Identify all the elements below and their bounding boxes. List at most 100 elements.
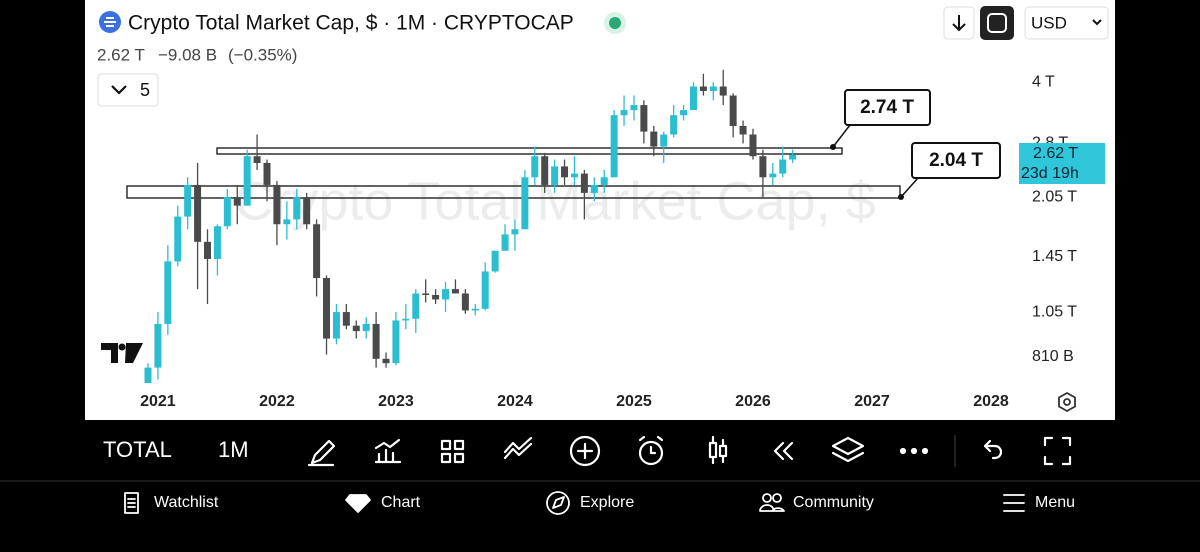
candle-body — [253, 156, 261, 163]
symbol-icon-mark — [104, 17, 116, 27]
currency: USD — [1031, 13, 1067, 32]
community-icon — [762, 493, 772, 503]
candle-body — [313, 224, 321, 279]
candle-body — [570, 173, 578, 178]
community-icon-body — [759, 504, 785, 512]
add-tool-plus — [576, 442, 594, 460]
candle-body — [442, 289, 450, 300]
price: 2.62 T — [97, 45, 145, 64]
y-tick-label: 2.05 T — [1032, 188, 1077, 205]
fullscreen-icon — [987, 13, 1007, 33]
candle-body — [332, 312, 340, 339]
compare-tool[interactable] — [503, 436, 533, 460]
candle-body — [432, 294, 440, 300]
undo-tool[interactable] — [983, 439, 1003, 460]
explore-needle — [552, 496, 565, 509]
candle-body — [402, 318, 410, 321]
candle-body — [561, 166, 569, 178]
layout-tool[interactable] — [453, 452, 465, 464]
alert-tool[interactable] — [638, 440, 664, 466]
candle-body — [600, 177, 608, 185]
change: −9.08 B — [158, 45, 217, 64]
candle-body — [213, 226, 221, 259]
last-price-box — [1019, 143, 1105, 184]
candle-body — [422, 293, 430, 295]
nav-item[interactable]: Watchlist — [154, 494, 219, 511]
candle-body — [174, 216, 182, 262]
nav-icons — [124, 491, 1025, 515]
layout-tool[interactable] — [440, 439, 452, 451]
more-tool[interactable] — [921, 447, 929, 455]
candle-body — [273, 184, 281, 225]
candle-body — [154, 323, 162, 368]
candle-body — [689, 86, 697, 111]
nav-item[interactable]: Explore — [580, 494, 634, 511]
candle-body — [680, 110, 688, 116]
candle-body — [303, 197, 311, 225]
layout-tool[interactable] — [440, 452, 452, 464]
y-tick-label: 810 B — [1032, 348, 1074, 365]
watchlist-icon — [124, 492, 139, 514]
candle-body — [451, 289, 459, 294]
alert-tool-hands — [638, 435, 664, 455]
explore-icon — [546, 491, 570, 515]
candle-body — [471, 308, 479, 311]
indicators-tool[interactable] — [374, 438, 402, 464]
indicator-count: 5 — [140, 80, 150, 100]
candle-body — [382, 358, 390, 364]
nav-item[interactable]: Menu — [1035, 494, 1075, 511]
candle-body — [233, 197, 241, 206]
toolbar-symbol[interactable]: TOTAL — [103, 437, 172, 462]
candle-body — [630, 105, 638, 111]
callout-box[interactable] — [844, 89, 931, 126]
objects-tool[interactable] — [831, 436, 865, 463]
add-tool[interactable] — [569, 435, 601, 467]
candle-body — [729, 95, 737, 126]
nav-item[interactable]: Community — [793, 494, 874, 511]
fullscreen-button[interactable] — [980, 6, 1014, 40]
candle-body — [204, 241, 212, 259]
callout-leader — [832, 124, 851, 148]
layout-tool[interactable] — [453, 439, 465, 451]
zone-lower[interactable] — [126, 185, 901, 199]
candle-tool-wicks — [711, 435, 725, 465]
candle-body — [551, 166, 559, 185]
candles — [144, 69, 797, 383]
candle-body — [352, 325, 360, 332]
y-tick-label: 1.05 T — [1032, 303, 1077, 320]
candle-body — [194, 184, 202, 242]
x-tick-label: 2026 — [735, 393, 771, 410]
toolbar-interval[interactable]: 1M — [218, 437, 249, 462]
candle-body — [610, 115, 618, 178]
candle-body — [580, 173, 588, 193]
y-tick-label: 4 T — [1032, 73, 1055, 90]
settings-button[interactable] — [1058, 391, 1076, 413]
more-tool[interactable] — [910, 447, 918, 455]
change-pct: (−0.35%) — [228, 45, 297, 64]
more-tool[interactable] — [899, 447, 907, 455]
candle-body — [412, 293, 420, 319]
callout-box[interactable] — [911, 142, 1001, 179]
zone-upper[interactable] — [216, 147, 843, 155]
expand-tool[interactable] — [1043, 436, 1072, 466]
indicators-toggle[interactable] — [97, 73, 159, 107]
indicators-caret — [111, 85, 127, 95]
candle-body — [511, 229, 519, 235]
candle-body — [699, 86, 707, 91]
symbol-title[interactable]: Crypto Total Market Cap, $ · 1M · CRYPTO… — [128, 12, 574, 35]
replay-tool[interactable] — [773, 441, 794, 461]
candle-body — [283, 219, 291, 225]
draw-tool[interactable] — [307, 439, 336, 467]
y-tick-label: 1.45 T — [1032, 248, 1077, 265]
candle-body — [709, 86, 717, 91]
candle-body — [461, 293, 469, 311]
nav-item[interactable]: Chart — [381, 494, 421, 511]
currency-select[interactable] — [1024, 6, 1109, 40]
callout-leader — [900, 177, 919, 198]
market-status-dot — [609, 17, 621, 29]
community-icon — [772, 493, 782, 503]
candle-body — [719, 86, 727, 96]
candle-body — [670, 115, 678, 135]
candle-body — [759, 156, 767, 178]
